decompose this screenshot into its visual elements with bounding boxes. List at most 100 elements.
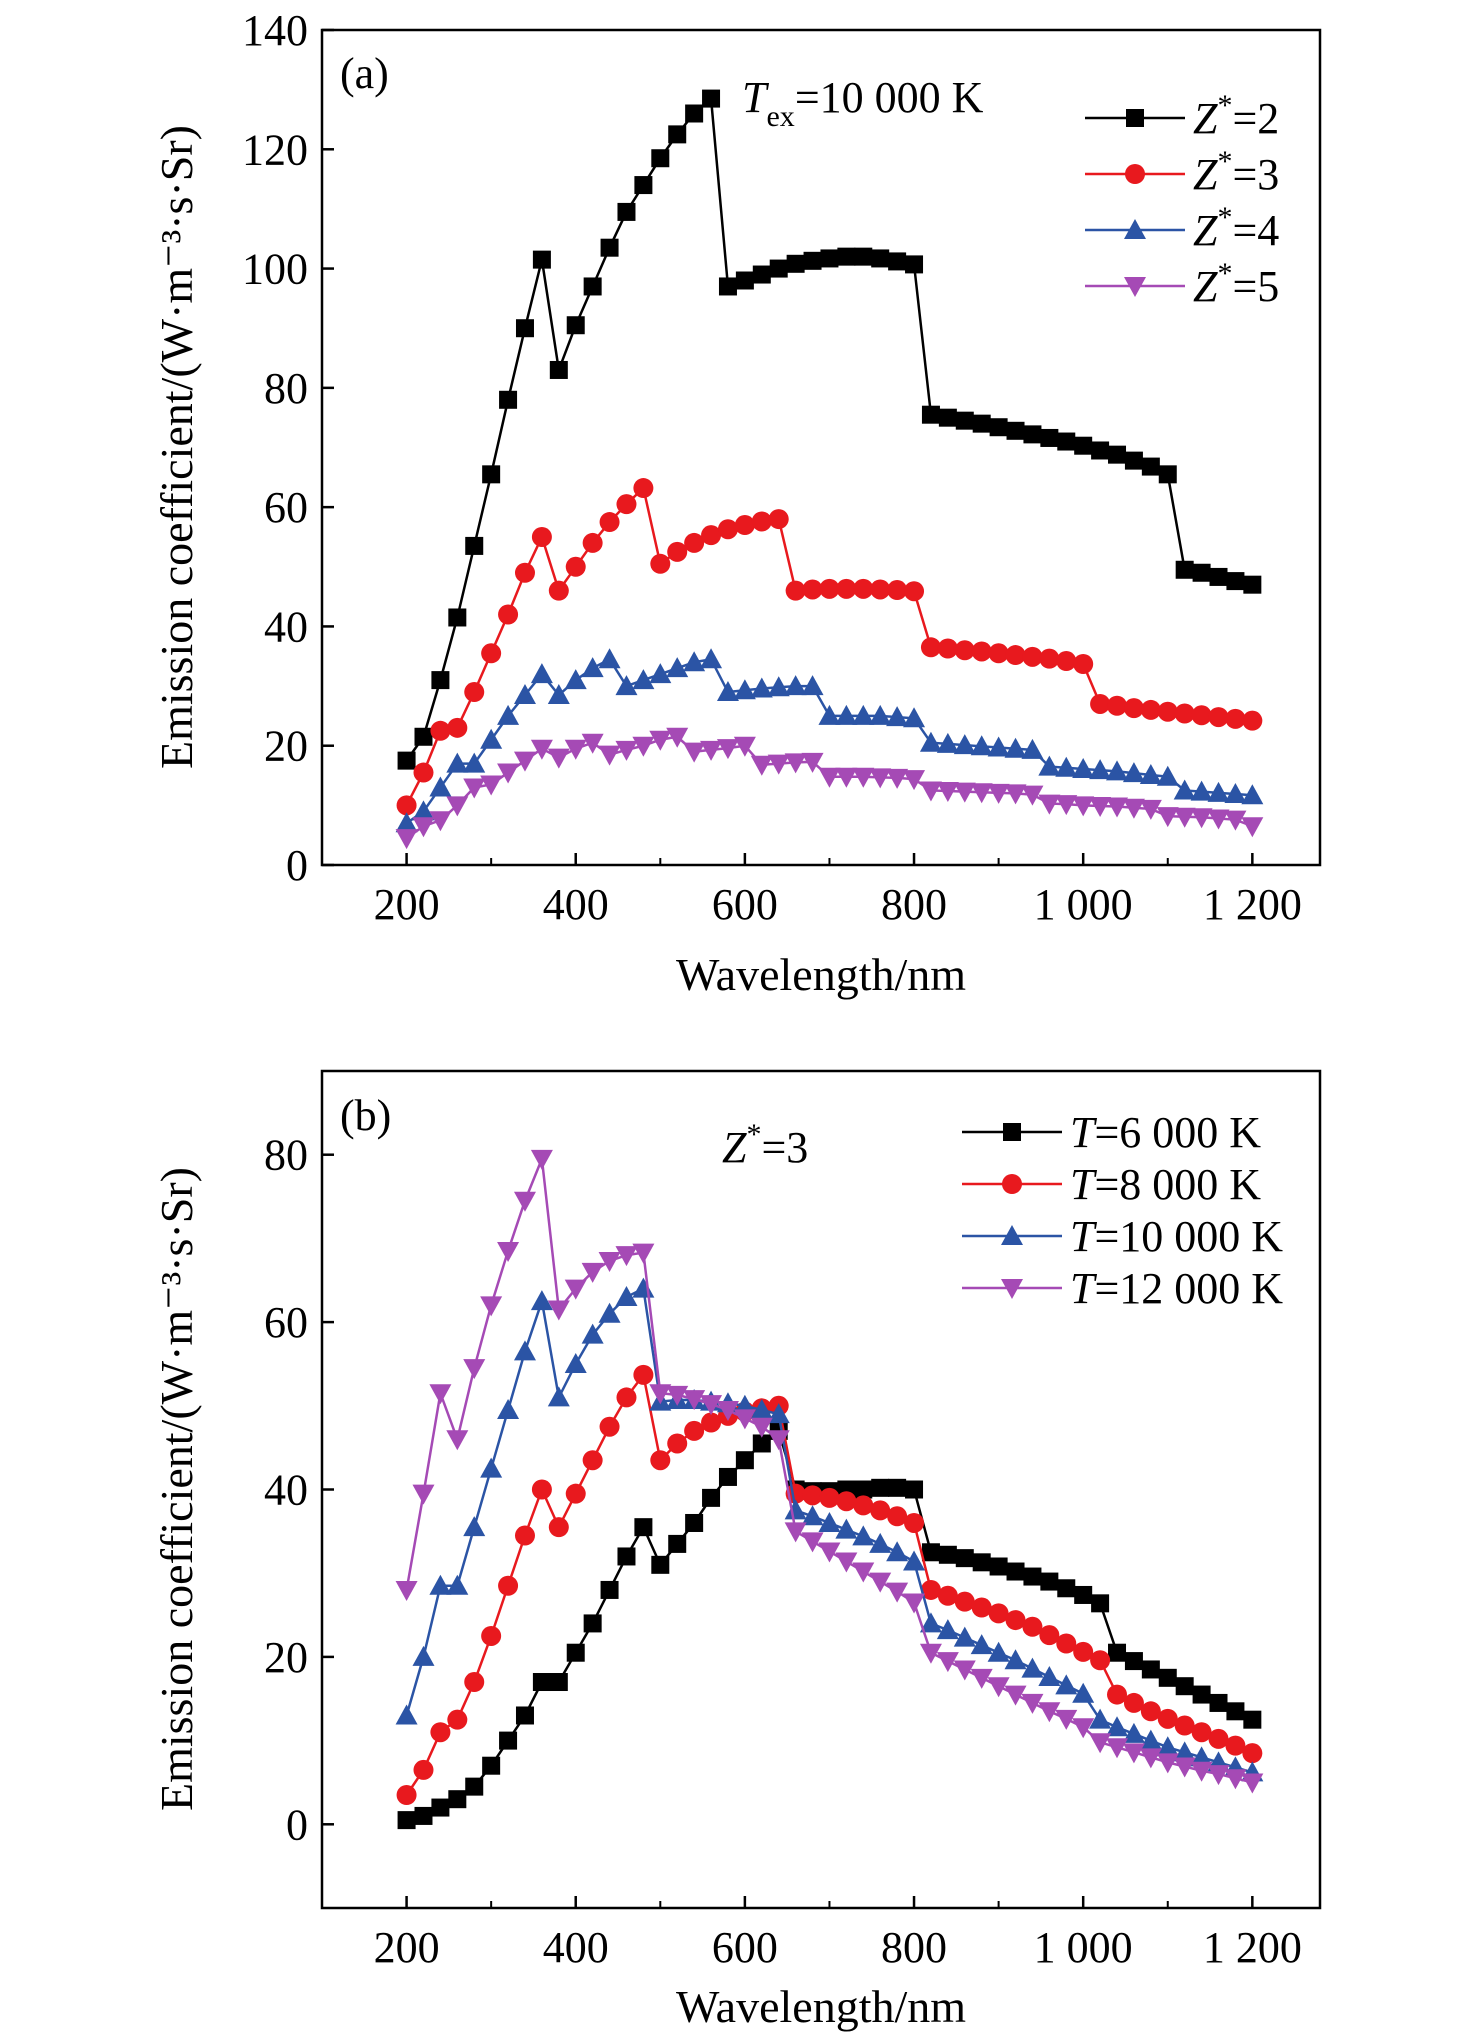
- x-tick-label: 1 200: [1203, 880, 1302, 929]
- data-point: [905, 255, 924, 274]
- data-point: [1056, 1633, 1077, 1654]
- data-point: [886, 1582, 909, 1603]
- data-point: [481, 1625, 502, 1646]
- data-point: [650, 553, 671, 574]
- data-point: [396, 1785, 417, 1806]
- data-point: [718, 277, 737, 296]
- data-point: [1040, 428, 1059, 447]
- data-point: [1208, 1728, 1229, 1749]
- data-point: [1158, 465, 1177, 484]
- data-point: [414, 1806, 433, 1825]
- data-point: [1055, 795, 1078, 816]
- data-point: [1242, 710, 1263, 731]
- data-point: [1072, 757, 1095, 778]
- data-point: [600, 238, 619, 257]
- data-point: [767, 1403, 790, 1424]
- x-tick-label: 200: [374, 880, 440, 929]
- data-point: [1156, 1736, 1179, 1757]
- data-point: [515, 1706, 534, 1725]
- data-point: [1225, 708, 1246, 729]
- data-point: [617, 1547, 636, 1566]
- data-point: [818, 704, 841, 725]
- data-point: [480, 728, 503, 749]
- data-point: [886, 706, 909, 727]
- panel-b-ticks: [321, 1153, 1254, 1908]
- data-point: [903, 770, 926, 791]
- data-point: [1191, 705, 1212, 726]
- data-point: [955, 411, 974, 430]
- data-point: [803, 251, 822, 270]
- data-point: [733, 679, 756, 700]
- panel-a-plot-frame: [320, 28, 1322, 867]
- data-point: [1072, 1718, 1095, 1739]
- data-point: [701, 525, 722, 546]
- data-point: [582, 532, 603, 553]
- legend-label: T=12 000 K: [1070, 1264, 1283, 1313]
- panel-a-legend: Z*=2Z*=3Z*=4Z*=5: [1085, 89, 1279, 311]
- data-point: [683, 651, 706, 672]
- data-point: [531, 1479, 552, 1500]
- legend-item: T=10 000 K: [962, 1212, 1283, 1261]
- panel-b-label: (b): [340, 1091, 391, 1140]
- data-point: [767, 754, 790, 775]
- data-point: [853, 1495, 874, 1516]
- data-point: [1207, 1765, 1230, 1786]
- data-point: [1021, 785, 1044, 806]
- data-point: [1089, 1708, 1112, 1729]
- data-point: [1139, 799, 1162, 820]
- legend-item: T=6 000 K: [962, 1108, 1261, 1157]
- data-point: [632, 669, 655, 690]
- data-point: [1072, 796, 1095, 817]
- data-point: [600, 1580, 619, 1599]
- data-point: [1038, 755, 1061, 776]
- data-point: [497, 704, 520, 725]
- data-point: [446, 796, 469, 817]
- data-point: [750, 1398, 773, 1419]
- legend-label: T=6 000 K: [1070, 1108, 1261, 1157]
- data-point: [634, 176, 653, 195]
- data-point: [1139, 1729, 1162, 1750]
- data-point: [599, 512, 620, 533]
- data-point: [1241, 784, 1264, 805]
- data-point: [987, 783, 1010, 804]
- data-point: [649, 1384, 672, 1405]
- data-point: [564, 1279, 587, 1300]
- data-point: [1055, 1709, 1078, 1730]
- data-point: [702, 89, 721, 108]
- data-point: [1173, 1757, 1196, 1778]
- data-point: [970, 1634, 993, 1655]
- data-point: [1089, 796, 1112, 817]
- data-point: [870, 1500, 891, 1521]
- data-point: [581, 1262, 604, 1283]
- data-point: [1241, 1773, 1264, 1794]
- data-point: [1243, 1710, 1262, 1729]
- data-point: [989, 418, 1008, 437]
- data-point: [1090, 1650, 1111, 1671]
- data-point: [1226, 572, 1245, 591]
- data-point: [767, 1430, 790, 1451]
- data-point: [784, 675, 807, 696]
- data-point: [786, 254, 805, 273]
- legend-item: T=12 000 K: [962, 1264, 1283, 1313]
- y-tick-label: 40: [264, 1466, 308, 1515]
- data-point: [818, 767, 841, 788]
- data-point: [852, 767, 875, 788]
- data-point: [530, 1149, 553, 1170]
- data-point: [464, 682, 485, 703]
- data-point: [1207, 781, 1230, 802]
- data-point: [497, 1398, 520, 1419]
- legend-marker: [1001, 1225, 1023, 1245]
- data-point: [904, 1512, 925, 1533]
- data-point: [615, 675, 638, 696]
- data-point: [412, 1484, 435, 1505]
- x-tick-label: 600: [712, 880, 778, 929]
- data-point: [632, 736, 655, 757]
- data-point: [802, 579, 823, 600]
- data-point: [970, 1668, 993, 1689]
- data-point: [547, 1300, 570, 1321]
- data-point: [836, 578, 857, 599]
- data-point: [513, 1191, 536, 1212]
- data-point: [1209, 1693, 1228, 1712]
- y-tick-label: 40: [264, 602, 308, 651]
- data-point: [666, 727, 689, 748]
